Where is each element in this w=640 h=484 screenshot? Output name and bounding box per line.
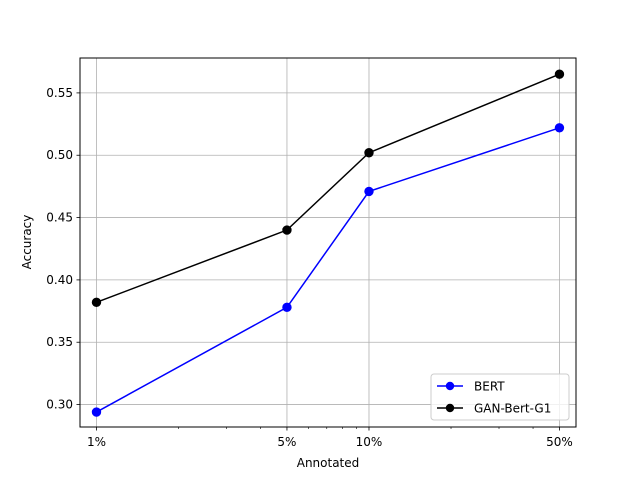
legend-label: BERT: [474, 380, 505, 394]
data-point: [91, 297, 102, 308]
plot-frame: [79, 57, 577, 428]
data-point: [282, 302, 292, 313]
y-tick-label: 0.40: [46, 273, 73, 287]
data-point: [554, 69, 565, 79]
axis-ticks: 1% 5% 10% 50% 0.30 0.35 0.40 0.45 0.50 0.55: [46, 86, 573, 449]
y-tick-label: 0.45: [46, 211, 73, 225]
legend-box: [430, 373, 570, 421]
y-tick-label: 0.30: [46, 398, 73, 412]
data-point: [364, 148, 374, 158]
y-tick-label: 0.55: [46, 86, 73, 100]
y-tick-label: 0.35: [46, 335, 73, 349]
series-line: [96, 127, 560, 413]
legend: BERT GAN-Bert-G1: [430, 373, 570, 421]
x-tick-label: 10%: [356, 435, 383, 449]
legend-marker: [445, 381, 455, 391]
x-axis-label: Annotated: [297, 456, 360, 470]
data-point: [364, 186, 374, 197]
data-point: [91, 407, 102, 417]
x-tick-label: 5%: [277, 435, 296, 449]
y-tick-label: 0.50: [46, 148, 73, 162]
legend-marker: [445, 403, 455, 413]
data-point: [282, 225, 292, 235]
grid: [80, 58, 576, 427]
x-tick-label: 1%: [87, 435, 106, 449]
series-layer: [91, 69, 565, 417]
data-point: [554, 123, 565, 133]
x-tick-label: 50%: [546, 435, 573, 449]
y-axis-label: Accuracy: [20, 215, 34, 270]
legend-label: GAN-Bert-G1: [474, 402, 551, 416]
series-line: [96, 73, 560, 304]
